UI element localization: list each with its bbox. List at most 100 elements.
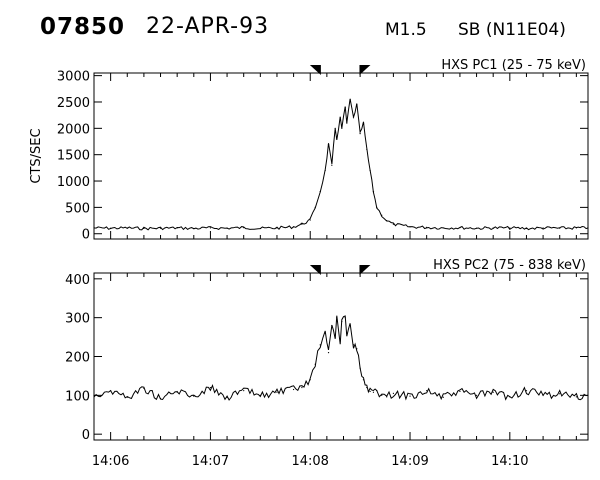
data-point	[346, 122, 348, 124]
series-line-2	[93, 315, 589, 401]
data-point	[475, 394, 478, 396]
data-point	[575, 396, 577, 398]
data-point	[525, 390, 528, 392]
y-tick-label: 2500	[57, 96, 90, 111]
data-point	[301, 386, 303, 389]
data-point	[143, 387, 145, 389]
data-point	[525, 227, 528, 230]
y-tick-label: 300	[65, 312, 90, 327]
data-point	[276, 391, 278, 393]
data-point	[259, 227, 261, 230]
series-line-1	[93, 98, 589, 231]
data-point	[336, 317, 338, 319]
data-point	[376, 206, 378, 208]
data-point	[381, 214, 383, 216]
data-point	[327, 352, 330, 354]
data-point	[126, 227, 128, 229]
data-point	[126, 396, 128, 398]
y-tick-label: 0	[82, 428, 90, 443]
data-point	[362, 122, 365, 124]
data-point	[386, 219, 388, 222]
data-point	[459, 227, 461, 229]
data-point	[542, 227, 544, 229]
data-point	[356, 348, 358, 350]
data-point	[366, 148, 368, 151]
data-point	[352, 344, 355, 346]
data-point	[587, 394, 589, 396]
data-point	[193, 227, 195, 230]
flare-location: SB (N11E04)	[458, 20, 566, 40]
data-point	[459, 390, 461, 393]
data-point	[327, 143, 330, 145]
data-point	[93, 227, 95, 229]
y-tick-label: 3000	[57, 70, 90, 85]
data-point	[341, 127, 343, 129]
data-point	[193, 395, 195, 397]
data-point	[319, 344, 321, 346]
data-point	[314, 363, 316, 365]
data-point	[376, 390, 378, 392]
interval-start-marker	[309, 265, 321, 275]
data-point	[331, 324, 333, 327]
data-point	[366, 386, 368, 389]
data-point	[344, 106, 346, 108]
x-tick-label: 14:10	[491, 454, 528, 469]
y-tick-label: 100	[65, 389, 90, 404]
y-tick-label: 2000	[57, 122, 90, 137]
data-point	[559, 393, 561, 395]
data-point	[386, 396, 388, 398]
interval-start-marker	[309, 65, 321, 75]
data-point	[409, 395, 411, 397]
data-point	[159, 227, 162, 229]
data-point	[359, 133, 361, 135]
y-tick-label: 500	[65, 201, 90, 216]
event-date: 22-APR-93	[146, 14, 270, 39]
data-point	[356, 104, 358, 106]
data-point	[409, 226, 411, 228]
plot-frame-1	[93, 72, 589, 240]
data-point	[209, 227, 212, 229]
data-point	[276, 227, 278, 229]
data-point	[339, 340, 341, 342]
data-point	[442, 227, 444, 229]
data-point	[336, 138, 338, 140]
data-point	[349, 98, 351, 100]
event-number: 07850	[40, 14, 126, 40]
data-point	[344, 317, 346, 319]
data-point	[176, 390, 178, 393]
data-point	[334, 336, 336, 338]
data-point	[369, 390, 371, 393]
data-point	[372, 190, 375, 193]
data-point	[442, 396, 444, 398]
data-point	[392, 223, 394, 225]
data-point	[110, 227, 112, 229]
data-point	[475, 227, 478, 229]
y-tick-label: 0	[82, 228, 90, 243]
data-point	[575, 227, 577, 229]
data-point	[226, 396, 228, 398]
y-tick-label: 1500	[57, 149, 90, 164]
panel-title-2: HXS PC2 (75 - 838 keV)	[433, 258, 586, 273]
y-axis-label: CTS/SEC	[29, 128, 44, 183]
data-point	[392, 392, 394, 394]
panel-title-1: HXS PC1 (25 - 75 keV)	[441, 58, 586, 73]
data-point	[426, 390, 428, 392]
data-point	[349, 324, 351, 327]
data-point	[359, 367, 361, 369]
flare-class: M1.5	[385, 20, 427, 40]
data-point	[226, 227, 228, 229]
data-point	[319, 190, 321, 193]
data-point	[324, 332, 326, 334]
data-point	[243, 227, 245, 229]
data-point	[314, 206, 316, 208]
data-point	[292, 226, 295, 228]
x-tick-label: 14:07	[192, 454, 229, 469]
data-point	[492, 391, 494, 393]
data-point	[369, 169, 371, 172]
data-point	[324, 169, 326, 172]
plot-frame-2	[93, 272, 589, 441]
interval-end-marker	[359, 265, 371, 275]
data-point	[309, 379, 311, 381]
data-point	[110, 390, 112, 392]
